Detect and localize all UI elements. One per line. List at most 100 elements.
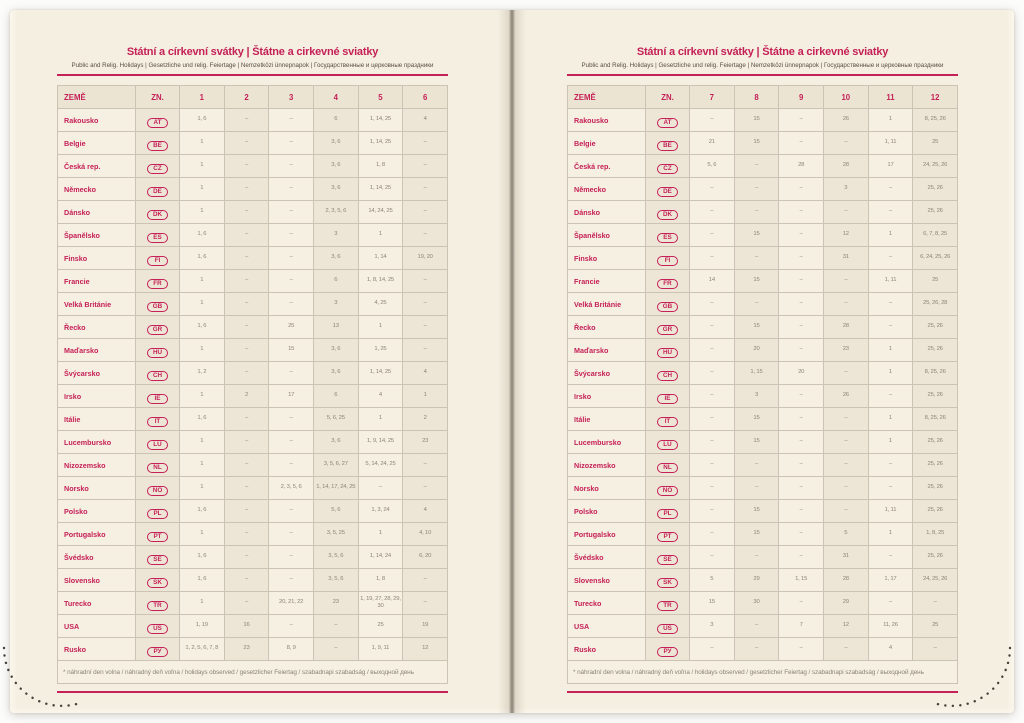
- holiday-days-cell: –: [402, 476, 448, 500]
- code-cell: PL: [135, 499, 180, 523]
- holiday-days-cell: 11, 26: [867, 614, 914, 638]
- country-name: Itálie: [57, 407, 136, 431]
- country-row: Rusko РУ – – – –4–: [567, 637, 958, 661]
- holiday-days-cell: –: [268, 131, 314, 155]
- country-row: Španělsko ES –15–12 1 6, 7, 8, 25: [567, 223, 958, 247]
- holiday-days-cell: 1: [357, 522, 404, 546]
- code-cell: NO: [135, 476, 180, 500]
- holiday-days-cell: –: [912, 591, 958, 615]
- code-cell: NL: [645, 453, 690, 477]
- country-code-badge: PT: [657, 531, 678, 543]
- holiday-days-cell: 5: [689, 568, 735, 592]
- country-code-badge: SK: [147, 577, 168, 589]
- holiday-days-cell: 1, 11: [867, 131, 914, 155]
- country-code-badge: GR: [147, 324, 168, 336]
- country-code-badge: LU: [147, 439, 168, 451]
- holiday-days-cell: 1, 17: [867, 568, 914, 592]
- country-code-badge: FI: [657, 255, 678, 267]
- month-column-header: 8: [733, 85, 780, 109]
- holiday-days-cell: –: [268, 177, 314, 201]
- month-column-header: 6: [402, 85, 448, 109]
- holiday-days-cell: 8, 25, 26: [912, 108, 958, 132]
- footnote-row: * náhradní den volna / náhradný deň voľn…: [567, 660, 958, 684]
- holiday-days-cell: 1, 25: [357, 338, 404, 362]
- code-cell: CZ: [645, 154, 690, 178]
- holiday-days-cell: –: [867, 384, 914, 408]
- holiday-days-cell: 1: [179, 453, 225, 477]
- country-row: Slovensko SK 1, 6– –3, 5, 6 1, 8–: [57, 568, 448, 592]
- holiday-days-cell: –: [822, 499, 869, 523]
- country-row: USA US 3–7 12 11, 26 25: [567, 614, 958, 638]
- holiday-days-cell: 31: [822, 545, 869, 569]
- footnote-text: * náhradní den volna / náhradný deň voľn…: [57, 660, 448, 684]
- country-row: Rusko РУ 1, 2, 5, 6, 7, 8 23 8, 9–1, 9, 11 12: [57, 637, 448, 661]
- holiday-days-cell: 2: [223, 384, 270, 408]
- country-column-header: ZEMĚ: [567, 85, 646, 109]
- holiday-days-cell: 8, 25, 26: [912, 407, 958, 431]
- country-code-badge: BE: [147, 140, 168, 152]
- country-code-badge: GB: [147, 301, 168, 313]
- holiday-days-cell: 1, 6: [179, 108, 225, 132]
- holiday-days-cell: –: [867, 453, 914, 477]
- country-row: Maďarsko HU –20–23 1 25, 26: [567, 338, 958, 362]
- country-name: Francie: [567, 269, 646, 293]
- holiday-days-cell: 1: [179, 200, 225, 224]
- holiday-days-cell: –: [402, 223, 448, 247]
- country-name: Řecko: [57, 315, 136, 339]
- code-cell: РУ: [135, 637, 180, 661]
- code-cell: TR: [135, 591, 180, 615]
- holiday-days-cell: –: [778, 545, 824, 569]
- holiday-days-cell: –: [778, 223, 824, 247]
- holiday-days-cell: –: [778, 407, 824, 431]
- holiday-days-cell: –: [689, 338, 735, 362]
- holiday-days-cell: 1, 14, 25: [357, 177, 404, 201]
- code-cell: LU: [645, 430, 690, 454]
- country-name: Lucembursko: [57, 430, 136, 454]
- code-cell: PT: [645, 522, 690, 546]
- country-code-badge: ES: [657, 232, 678, 244]
- holiday-days-cell: –: [223, 453, 270, 477]
- holiday-days-cell: 25, 26: [912, 453, 958, 477]
- code-cell: IT: [135, 407, 180, 431]
- holiday-days-cell: 1: [179, 177, 225, 201]
- country-name: USA: [567, 614, 646, 638]
- holiday-days-cell: –: [402, 338, 448, 362]
- holiday-days-cell: –: [402, 292, 448, 316]
- holiday-days-cell: 28: [822, 568, 869, 592]
- holiday-days-cell: –: [268, 407, 314, 431]
- code-cell: HU: [645, 338, 690, 362]
- holiday-days-cell: 1: [179, 384, 225, 408]
- country-row: Švédsko SE – – –31–25, 26: [567, 545, 958, 569]
- holiday-days-cell: 25, 26, 28: [912, 292, 958, 316]
- code-cell: HU: [135, 338, 180, 362]
- holiday-days-cell: 3: [689, 614, 735, 638]
- country-name: Finsko: [567, 246, 646, 270]
- holiday-days-cell: –: [867, 292, 914, 316]
- holiday-days-cell: –: [268, 246, 314, 270]
- holiday-days-cell: 6: [312, 384, 359, 408]
- code-cell: US: [135, 614, 180, 638]
- holiday-days-cell: –: [268, 108, 314, 132]
- open-diary-pages: Státní a církevní svátky | Štátne a cirk…: [10, 10, 1014, 713]
- country-row: Belgie BE 21 15– –1, 11 25: [567, 131, 958, 155]
- holiday-days-cell: 29: [822, 591, 869, 615]
- code-cell: AT: [645, 108, 690, 132]
- header-row: ZEMĚ ZN. 7 8 9 10 11 12: [567, 85, 958, 109]
- holiday-days-cell: 25: [912, 131, 958, 155]
- holiday-days-cell: 1, 8: [357, 568, 404, 592]
- code-cell: AT: [135, 108, 180, 132]
- holiday-days-cell: –: [402, 269, 448, 293]
- holiday-days-cell: –: [268, 568, 314, 592]
- country-name: Maďarsko: [57, 338, 136, 362]
- country-name: Turecko: [567, 591, 646, 615]
- holiday-days-cell: 14: [689, 269, 735, 293]
- code-cell: NL: [135, 453, 180, 477]
- holiday-days-cell: –: [778, 246, 824, 270]
- holiday-days-cell: 26: [822, 384, 869, 408]
- country-name: Španělsko: [57, 223, 136, 247]
- holiday-days-cell: –: [778, 384, 824, 408]
- holiday-days-cell: –: [223, 545, 270, 569]
- holiday-days-cell: 1: [357, 315, 404, 339]
- code-cell: GB: [135, 292, 180, 316]
- holiday-days-cell: 15: [733, 269, 780, 293]
